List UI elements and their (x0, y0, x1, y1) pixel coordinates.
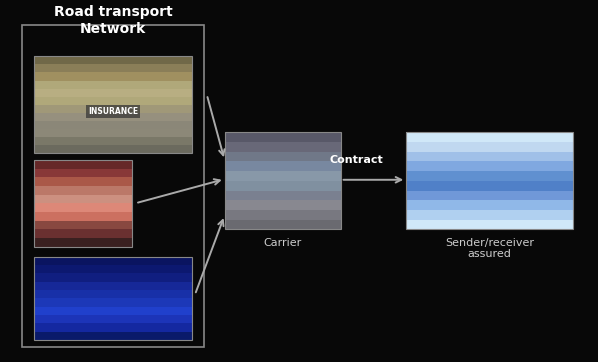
Bar (225, 171, 341, 181)
Bar (34, 72, 192, 81)
Bar (34, 121, 192, 129)
Text: Carrier: Carrier (263, 238, 301, 248)
Bar (34, 129, 192, 137)
Bar (406, 219, 573, 229)
Bar (225, 161, 341, 171)
Bar (406, 200, 573, 210)
Bar (225, 152, 341, 161)
Bar (406, 152, 573, 161)
Bar (34, 323, 192, 332)
Bar (406, 210, 573, 219)
Bar (34, 105, 192, 113)
Bar (406, 132, 573, 142)
Bar (406, 142, 573, 152)
Bar (34, 265, 192, 273)
Bar (34, 169, 132, 177)
Bar (406, 181, 573, 190)
Bar (34, 160, 132, 169)
Text: Contract: Contract (329, 155, 383, 165)
Bar (406, 161, 573, 171)
Bar (34, 203, 132, 212)
Bar (34, 177, 132, 186)
Bar (406, 171, 573, 181)
Bar (34, 186, 132, 195)
Bar (34, 195, 132, 203)
Bar (34, 212, 132, 220)
Bar (34, 307, 192, 315)
Bar (34, 238, 132, 247)
Bar (225, 181, 341, 190)
Bar (34, 56, 192, 64)
Bar (34, 229, 132, 238)
Bar (406, 132, 573, 229)
Bar (34, 64, 192, 72)
Bar (34, 290, 192, 298)
Text: INSURANCE: INSURANCE (89, 107, 138, 116)
Bar (225, 200, 341, 210)
Bar (34, 160, 132, 247)
Bar (22, 25, 204, 347)
Bar (34, 145, 192, 153)
Bar (34, 137, 192, 145)
Bar (34, 56, 192, 153)
Bar (34, 315, 192, 323)
Bar (225, 219, 341, 229)
Text: Road transport
Network: Road transport Network (54, 5, 173, 35)
Bar (34, 332, 192, 340)
Bar (225, 210, 341, 219)
Bar (34, 113, 192, 121)
Bar (225, 132, 341, 229)
Bar (225, 132, 341, 142)
Bar (406, 190, 573, 200)
Bar (34, 81, 192, 89)
Bar (34, 282, 192, 290)
Bar (34, 97, 192, 105)
Bar (34, 298, 192, 307)
Bar (34, 89, 192, 97)
Bar (225, 190, 341, 200)
Bar (225, 142, 341, 152)
Bar (34, 257, 192, 265)
Bar (34, 220, 132, 229)
Text: Sender/receiver
assured: Sender/receiver assured (445, 238, 534, 260)
Bar (34, 257, 192, 340)
Bar (34, 273, 192, 282)
